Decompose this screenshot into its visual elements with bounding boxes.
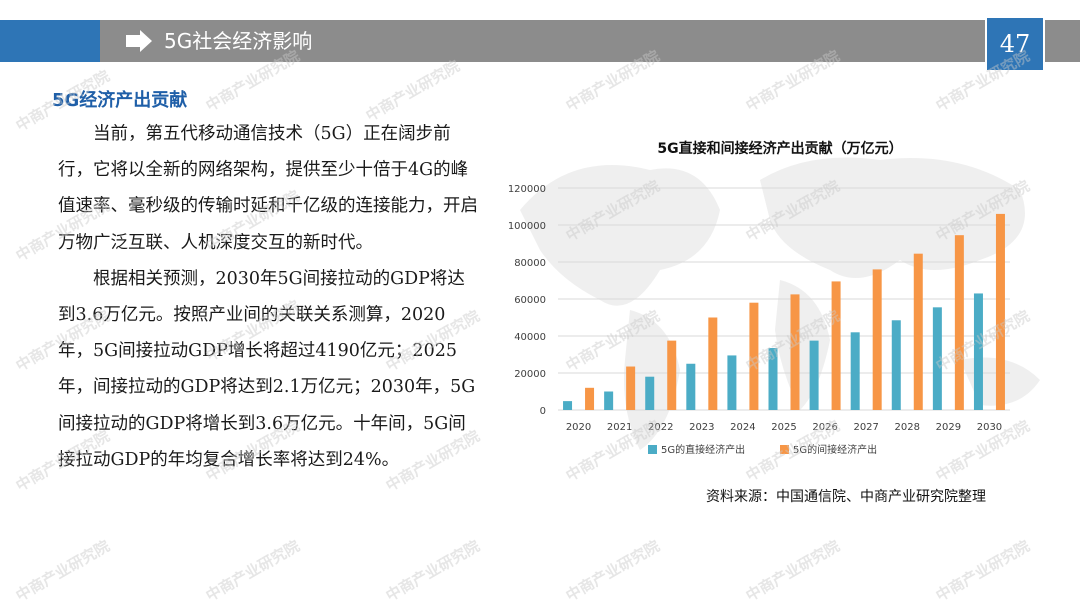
chart-title: 5G直接和间接经济产出贡献（万亿元）	[657, 141, 903, 157]
paragraph: 根据相关预测，2030年5G间接拉动的GDP将达到3.6万亿元。按照产业间的关联…	[58, 268, 476, 470]
x-tick-label: 2029	[936, 422, 961, 433]
bar-direct	[645, 376, 655, 410]
source-note: 资料来源：中国通信院、中商产业研究院整理	[706, 489, 986, 505]
y-tick-label: 20000	[514, 369, 546, 380]
right-arrow-icon	[126, 30, 152, 52]
watermark-text: 中商产业研究院	[202, 536, 303, 605]
paragraph: 当前，第五代移动通信技术（5G）正在阔步前行，它将以全新的网络架构，提供至少十倍…	[58, 124, 478, 253]
x-tick-label: 2027	[853, 422, 878, 433]
section-heading: 5G经济产出贡献	[52, 90, 188, 111]
x-tick-label: 2022	[648, 422, 673, 433]
bar-indirect	[954, 235, 964, 410]
x-tick-label: 2028	[895, 422, 920, 433]
y-tick-label: 80000	[514, 258, 546, 269]
bar-indirect	[913, 253, 923, 410]
y-tick-label: 120000	[508, 184, 546, 195]
x-tick-label: 2021	[607, 422, 632, 433]
y-tick-label: 40000	[514, 332, 546, 343]
bar-indirect	[708, 317, 718, 410]
legend-swatch	[780, 445, 789, 454]
x-tick-label: 2020	[566, 422, 591, 433]
bar-chart: 0 20000 40000 60000 80000 100000 120000 2020 202…	[508, 184, 1010, 456]
bar-direct	[604, 391, 614, 410]
bar-indirect	[995, 213, 1005, 410]
bar-indirect	[790, 294, 800, 410]
watermark-text: 中商产业研究院	[382, 536, 483, 605]
page-number-badge: 47	[985, 16, 1045, 72]
bar-direct	[850, 332, 860, 410]
header-accent-block	[0, 20, 100, 62]
bar-indirect	[626, 366, 636, 410]
watermark-text: 中商产业研究院	[932, 536, 1033, 605]
x-tick-label: 2023	[689, 422, 714, 433]
x-tick-label: 2030	[977, 422, 1002, 433]
header-title-band	[100, 20, 1080, 62]
bar-direct	[563, 401, 573, 410]
bar-direct	[973, 293, 983, 410]
y-tick-label: 0	[540, 406, 546, 417]
bar-direct	[932, 307, 942, 410]
bar-direct	[891, 320, 901, 410]
x-tick-label: 2024	[730, 422, 755, 433]
legend-swatch	[648, 445, 657, 454]
bar-indirect	[585, 387, 595, 410]
legend-label: 5G的间接经济产出	[793, 443, 877, 456]
bar-direct	[809, 340, 819, 410]
y-tick-label: 60000	[514, 295, 546, 306]
bar-indirect	[749, 302, 759, 410]
bar-direct	[768, 348, 778, 410]
x-tick-label: 2025	[771, 422, 796, 433]
y-tick-label: 100000	[508, 221, 546, 232]
header-bar: 5G社会经济影响	[0, 20, 1080, 62]
bar-direct	[686, 363, 696, 410]
bar-indirect	[831, 281, 841, 410]
body-text: 当前，第五代移动通信技术（5G）正在阔步前行，它将以全新的网络架构，提供至少十倍…	[58, 116, 478, 478]
slide-title: 5G社会经济影响	[164, 29, 313, 53]
bar-indirect	[667, 340, 677, 410]
x-tick-label: 2026	[812, 422, 837, 433]
watermark-text: 中商产业研究院	[12, 536, 113, 605]
bar-direct	[727, 355, 737, 410]
watermark-text: 中商产业研究院	[742, 536, 843, 605]
bar-indirect	[872, 269, 882, 410]
watermark-text: 中商产业研究院	[562, 536, 663, 605]
legend-label: 5G的直接经济产出	[661, 443, 745, 456]
